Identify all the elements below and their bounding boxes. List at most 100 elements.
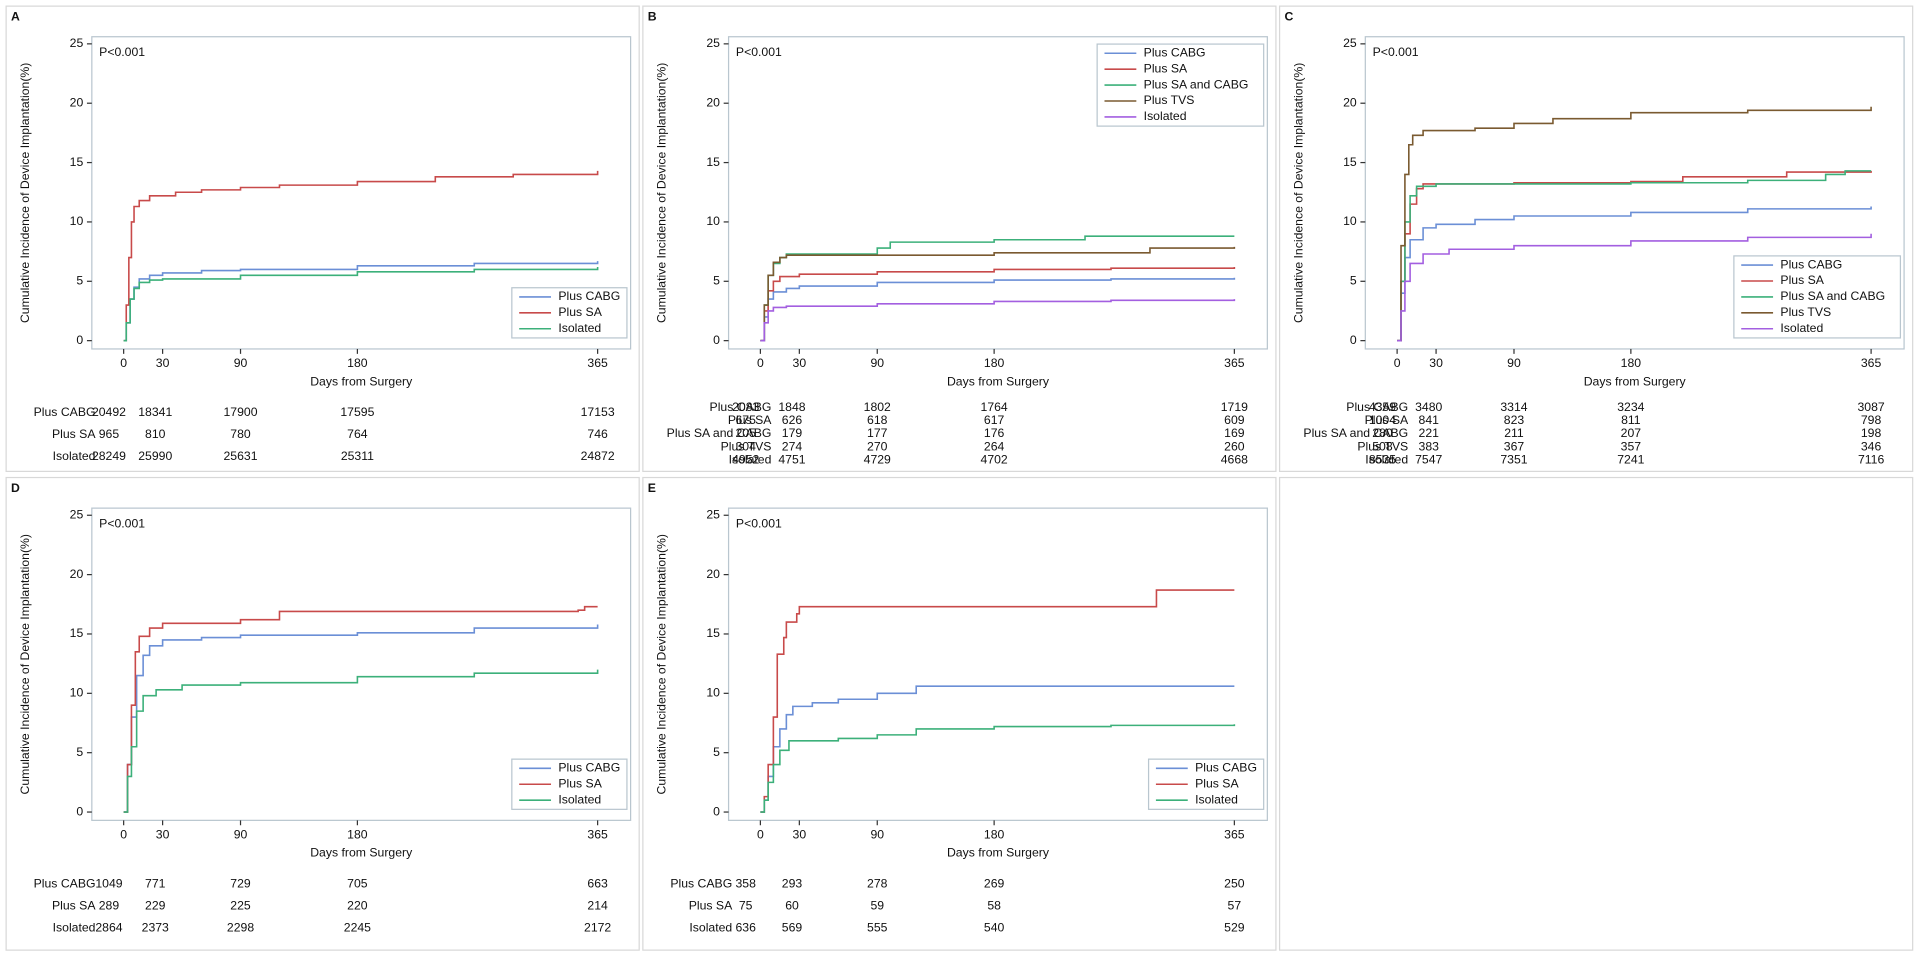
risk-count: 221 xyxy=(1419,426,1440,440)
km-curve xyxy=(123,170,599,342)
risk-count: 24872 xyxy=(581,449,615,463)
risk-count: 540 xyxy=(984,920,1005,934)
x-tick-label: 0 xyxy=(120,356,127,370)
risk-row-label: Plus SA and CABG xyxy=(667,426,772,440)
legend-label: Plus CABG xyxy=(1780,257,1842,271)
risk-count: 7351 xyxy=(1500,452,1527,466)
risk-row-label: Plus SA and CABG xyxy=(1303,426,1408,440)
risk-count: 823 xyxy=(1504,413,1525,427)
legend-label: Plus SA xyxy=(1144,61,1188,75)
y-tick-label: 5 xyxy=(76,274,83,288)
risk-count: 176 xyxy=(984,426,1005,440)
x-tick-label: 180 xyxy=(347,827,368,841)
x-tick-label: 30 xyxy=(793,356,807,370)
risk-row-label: Plus SA xyxy=(728,413,772,427)
risk-count: 3314 xyxy=(1500,400,1527,414)
risk-row-label: Plus TVS xyxy=(1357,439,1408,453)
x-tick-label: 0 xyxy=(757,827,764,841)
risk-count: 771 xyxy=(145,876,166,890)
legend-label: Plus CABG xyxy=(1144,45,1206,59)
x-tick-label: 30 xyxy=(156,356,170,370)
panel-frame xyxy=(1278,5,1914,473)
x-axis-label: Days from Surgery xyxy=(310,846,413,860)
risk-count: 2245 xyxy=(344,920,371,934)
x-axis-label: Days from Surgery xyxy=(1584,374,1687,388)
risk-count: 289 xyxy=(99,898,120,912)
x-axis-label: Days from Surgery xyxy=(947,846,1050,860)
risk-count: 1802 xyxy=(864,400,891,414)
risk-count: 18341 xyxy=(138,405,172,419)
x-tick-label: 180 xyxy=(1621,356,1642,370)
legend-label: Plus SA xyxy=(558,776,602,790)
panel-frame xyxy=(5,476,640,951)
y-axis-label: Cumulative Incidence of Device Implantat… xyxy=(1291,63,1305,323)
risk-count: 20492 xyxy=(92,405,126,419)
km-curve xyxy=(1397,170,1872,342)
y-tick-label: 15 xyxy=(1343,155,1357,169)
y-tick-label: 10 xyxy=(706,214,720,228)
x-tick-label: 180 xyxy=(984,356,1005,370)
km-curve xyxy=(760,724,1236,813)
panel: E P<0.001 Cumulative Incidence of Device I… xyxy=(642,476,1277,951)
y-tick-label: 10 xyxy=(706,686,720,700)
risk-row-label: Isolated xyxy=(53,449,96,463)
x-tick-label: 90 xyxy=(870,356,884,370)
y-tick-label: 5 xyxy=(713,274,720,288)
risk-count: 4668 xyxy=(1221,452,1248,466)
y-tick-label: 10 xyxy=(1343,214,1357,228)
risk-count: 4359 xyxy=(1369,400,1396,414)
legend-label: Plus CABG xyxy=(1195,761,1257,775)
legend-label: Plus CABG xyxy=(558,761,620,775)
risk-count: 220 xyxy=(347,898,368,912)
panel-frame xyxy=(642,476,1277,951)
risk-count: 250 xyxy=(1224,876,1245,890)
risk-count: 4751 xyxy=(778,452,805,466)
risk-row-label: Plus CABG xyxy=(34,405,96,419)
legend-label: Isolated xyxy=(1144,109,1187,123)
km-curve xyxy=(123,669,599,813)
risk-count: 383 xyxy=(1419,439,1440,453)
risk-row-label: Plus CABG xyxy=(34,876,96,890)
risk-count: 229 xyxy=(145,898,166,912)
risk-count: 555 xyxy=(867,920,888,934)
risk-count: 508 xyxy=(1372,439,1393,453)
risk-count: 57 xyxy=(1228,898,1242,912)
risk-count: 211 xyxy=(1504,426,1524,440)
risk-row-label: Isolated xyxy=(53,920,96,934)
risk-count: 1764 xyxy=(981,400,1008,414)
risk-count: 569 xyxy=(782,920,803,934)
y-tick-label: 20 xyxy=(70,567,84,581)
risk-count: 764 xyxy=(347,427,368,441)
risk-count: 626 xyxy=(782,413,803,427)
panel-frame xyxy=(642,5,1277,473)
risk-count: 177 xyxy=(867,426,888,440)
y-tick-label: 25 xyxy=(706,507,720,521)
risk-count: 169 xyxy=(1224,426,1245,440)
km-curve xyxy=(1397,106,1872,342)
risk-row-label: Plus CABG xyxy=(670,876,732,890)
risk-count: 25990 xyxy=(138,449,172,463)
y-tick-label: 10 xyxy=(70,686,84,700)
risk-count: 841 xyxy=(1419,413,1440,427)
risk-count: 59 xyxy=(870,898,884,912)
km-curve xyxy=(123,605,598,813)
risk-count: 663 xyxy=(587,876,608,890)
annotation: P<0.001 xyxy=(99,516,145,530)
risk-count: 3480 xyxy=(1415,400,1442,414)
x-tick-label: 180 xyxy=(347,356,368,370)
risk-count: 207 xyxy=(1621,426,1642,440)
panel-frame xyxy=(5,5,640,473)
x-axis-label: Days from Surgery xyxy=(310,374,413,388)
y-tick-label: 20 xyxy=(1343,95,1357,109)
y-tick-label: 5 xyxy=(1350,274,1357,288)
y-tick-label: 20 xyxy=(706,95,720,109)
x-tick-label: 365 xyxy=(587,827,608,841)
risk-count: 270 xyxy=(867,439,888,453)
risk-row-label: Isolated xyxy=(729,452,772,466)
risk-count: 269 xyxy=(984,876,1005,890)
x-tick-label: 365 xyxy=(1224,356,1245,370)
legend-label: Plus CABG xyxy=(558,289,620,303)
x-tick-label: 30 xyxy=(156,827,170,841)
risk-count: 798 xyxy=(1861,413,1882,427)
